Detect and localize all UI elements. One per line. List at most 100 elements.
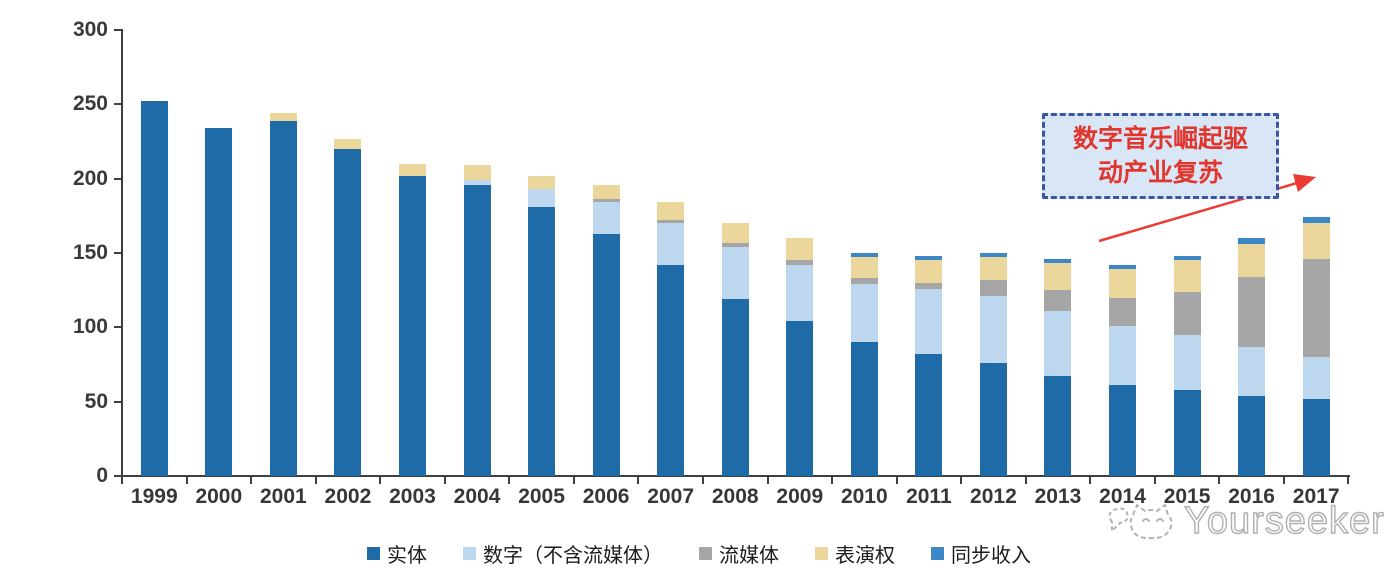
x-axis-tick [1218, 476, 1221, 484]
x-axis-tick [443, 476, 446, 484]
bar-segment [1302, 357, 1330, 399]
bar-segment [657, 264, 685, 476]
bar-segment [979, 362, 1007, 476]
bar-segment [979, 253, 1007, 258]
legend-swatch [367, 547, 380, 560]
y-axis-tick-label: 150 [72, 241, 108, 264]
bar-segment [528, 189, 556, 207]
x-axis-line [121, 475, 1350, 477]
x-axis-tick-label: 2008 [711, 485, 759, 508]
y-axis-tick [114, 29, 122, 31]
bar-segment [1238, 346, 1266, 396]
bar-segment [205, 128, 233, 476]
bar-segment [786, 238, 814, 261]
bar-segment [850, 284, 878, 343]
annotation-text-line2: 动产业复苏 [1097, 158, 1223, 187]
bar-segment [979, 279, 1007, 297]
y-axis-line [121, 29, 123, 477]
y-axis-tick-label: 250 [72, 92, 108, 116]
x-axis-tick [831, 476, 834, 484]
x-axis-tick [250, 476, 253, 484]
x-axis-tick-label: 2010 [840, 485, 888, 508]
bar-segment [334, 148, 362, 476]
bar-segment [1173, 334, 1201, 390]
legend-swatch [699, 547, 712, 560]
legend-swatch [463, 547, 476, 560]
bar-segment [979, 257, 1007, 280]
x-axis-tick-label: 2002 [324, 485, 372, 508]
bar-2014 [1109, 264, 1137, 476]
x-axis-tick-label: 2011 [906, 485, 952, 508]
bar-segment [1173, 389, 1201, 476]
bar-segment [140, 101, 168, 476]
yourseeker-logo-icon [1108, 504, 1173, 540]
x-axis-tick [185, 476, 188, 484]
x-axis-tick [572, 476, 575, 484]
bar-segment [1044, 258, 1072, 264]
x-axis-tick-label: 2017 [1292, 485, 1340, 508]
bar-segment [1109, 269, 1137, 298]
bar-segment [657, 223, 685, 265]
x-axis-tick-label: 2014 [1099, 485, 1146, 508]
chart-legend: 实体 数字（不含流媒体） 流媒体 表演权 同步收入 [0, 539, 1398, 568]
x-axis-tick-label: 2001 [260, 485, 307, 508]
x-axis-tick [701, 476, 704, 484]
legend-swatch [931, 547, 944, 560]
bar-segment [721, 299, 749, 476]
x-axis-tick-label: 2000 [195, 485, 243, 508]
x-axis-tick [508, 476, 511, 484]
legend-label: 同步收入 [951, 543, 1031, 567]
x-axis-tick [121, 476, 123, 484]
y-axis-tick-label: 100 [72, 315, 108, 339]
bar-2016 [1238, 238, 1266, 476]
bar-segment [1302, 258, 1330, 358]
bar-segment [463, 184, 491, 476]
bar-segment [592, 202, 620, 234]
legend-item: 实体 [367, 539, 427, 568]
bar-segment [915, 255, 943, 261]
x-axis-tick-label: 2005 [518, 485, 565, 508]
y-axis-tick [114, 252, 122, 254]
annotation-box: 数字音乐崛起驱 动产业复苏 [1042, 113, 1279, 199]
bar-1999 [140, 101, 168, 476]
bar-segment [592, 184, 620, 200]
bar-segment [657, 202, 685, 221]
legend-item: 表演权 [815, 539, 895, 568]
x-axis-tick-label: 2015 [1163, 485, 1211, 508]
bar-segment [1109, 325, 1137, 386]
bar-segment [334, 138, 362, 149]
x-axis-tick [960, 476, 963, 484]
y-axis-tick [114, 177, 122, 180]
x-axis-tick-label: 2007 [647, 485, 695, 508]
x-axis-tick-label: 2009 [776, 485, 824, 508]
bar-segment [528, 206, 556, 476]
bar-2009 [786, 238, 814, 476]
x-axis-tick [1282, 476, 1285, 484]
bar-2001 [269, 113, 297, 476]
bar-segment [786, 260, 814, 265]
bar-segment [1044, 290, 1072, 311]
legend-label: 流媒体 [719, 543, 779, 567]
bar-segment [463, 165, 491, 181]
bar-segment [915, 282, 943, 289]
bar-segment [528, 175, 556, 190]
x-axis-tick [637, 476, 640, 484]
bar-segment [1044, 310, 1072, 377]
bar-segment [915, 288, 943, 355]
bar-2008 [721, 223, 749, 476]
bar-segment [1302, 223, 1330, 259]
bar-segment [1173, 260, 1201, 292]
bar-segment [786, 321, 814, 476]
legend-item: 数字（不含流媒体） [463, 539, 663, 568]
bar-segment [269, 120, 297, 476]
bar-2013 [1044, 258, 1072, 476]
bar-segment [398, 163, 426, 176]
y-axis-tick-label: 200 [72, 166, 108, 190]
x-axis-tick [1153, 476, 1156, 484]
bar-2007 [657, 202, 685, 476]
bar-segment [1109, 297, 1137, 326]
bar-2000 [205, 128, 233, 476]
x-axis-tick [379, 476, 382, 484]
bar-2006 [592, 184, 620, 476]
